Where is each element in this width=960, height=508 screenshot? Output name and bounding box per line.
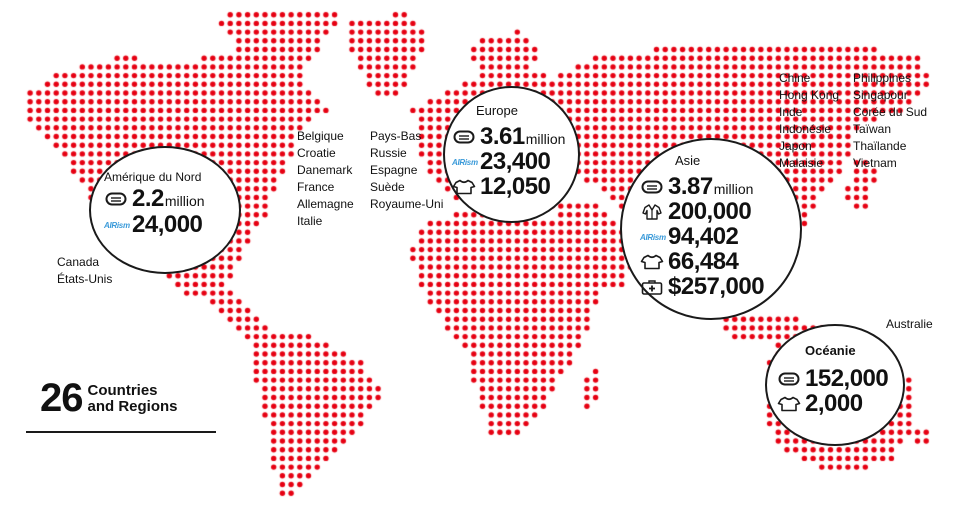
mask-icon: [105, 192, 127, 206]
country-name: Corée du Sud: [853, 105, 928, 119]
clothing-stat: 66,484: [640, 248, 739, 275]
country-name: Vietnam: [853, 156, 897, 170]
country-name: États-Unis: [57, 272, 113, 286]
stat-value: 200,000: [668, 198, 752, 225]
stat-unit: million: [164, 193, 205, 209]
countries-caption: Countries and Regions: [87, 381, 178, 415]
country-name: Allemagne: [297, 197, 354, 211]
country-name: Danemark: [297, 163, 353, 177]
country-name: Croatie: [297, 146, 336, 160]
country-name: Italie: [297, 214, 323, 228]
country-name: Chine: [779, 71, 811, 85]
masks-stat: 3.61 million: [452, 123, 566, 150]
tshirt-icon: [452, 179, 476, 195]
country-name: France: [297, 180, 335, 194]
country-name: Malaisie: [779, 156, 824, 170]
caption-line-2: and Regions: [87, 397, 178, 415]
country-name: Belgique: [297, 129, 344, 143]
country-name: Hong Kong: [779, 88, 840, 102]
stat-unit: million: [525, 131, 566, 147]
mask-icon: [778, 372, 800, 386]
masks-stat: 3.87 million: [640, 173, 754, 200]
stat-value: 66,484: [668, 248, 739, 275]
caption-line-1: Countries: [87, 381, 158, 399]
country-name: Japon: [779, 139, 812, 153]
stat-value: 12,050: [480, 173, 551, 200]
stat-value: $257,000: [668, 273, 765, 300]
stat-value: 3.87: [668, 173, 713, 200]
gowns-stat: 200,000: [640, 198, 752, 225]
stat-value: 2.2: [132, 185, 164, 212]
stat-value: 23,400: [480, 148, 551, 175]
country-name: Suède: [370, 180, 405, 194]
mask-icon: [641, 180, 663, 194]
country-name: Singapour: [853, 88, 908, 102]
stat-unit: million: [713, 181, 754, 197]
bubble-title: Océanie: [805, 343, 856, 358]
country-name: Philippines: [853, 71, 912, 85]
country-name: Royaume-Uni: [370, 197, 444, 211]
airism-stat: AIRism 94,402: [640, 223, 739, 250]
country-name: Thaïlande: [853, 139, 907, 153]
stat-value: 24,000: [132, 211, 203, 238]
stat-value: 2,000: [805, 390, 863, 417]
airism-stat: AIRism 24,000: [104, 211, 203, 238]
airism-logo: AIRism: [640, 232, 666, 242]
countries-count: 26: [40, 376, 83, 420]
country-name: Australie: [886, 317, 933, 331]
masks-stat: 2.2 million: [104, 185, 205, 212]
clothing-stat: 12,050: [452, 173, 551, 200]
countries-headline: 26 Countries and Regions: [40, 376, 178, 421]
airism-stat: AIRism 23,400: [452, 148, 551, 175]
stat-value: 152,000: [805, 365, 889, 392]
country-name: Canada: [57, 255, 100, 269]
funds-stat: $257,000: [640, 273, 765, 300]
country-name: Indonésie: [779, 122, 832, 136]
oceania-country-list: Australie: [886, 316, 933, 333]
country-name: Taïwan: [853, 122, 892, 136]
country-name: Inde: [779, 105, 803, 119]
europe-country-list-col1: Belgique Croatie Danemark France Allemag…: [297, 128, 354, 230]
north-america-country-list: Canada États-Unis: [57, 254, 112, 288]
country-name: Pays-Bas: [370, 129, 422, 143]
bubble-title: Asie: [675, 153, 701, 168]
airism-logo: AIRism: [104, 220, 130, 230]
stat-value: 94,402: [668, 223, 739, 250]
masks-stat: 152,000: [777, 365, 889, 392]
europe-country-list-col2: Pays-Bas Russie Espagne Suède Royaume-Un…: [370, 128, 443, 213]
country-name: Russie: [370, 146, 407, 160]
medical-kit-icon: [641, 280, 663, 295]
north-america-bubble: [89, 146, 241, 274]
asia-country-list-col1: Chine Hong Kong Inde Indonésie Japon Mal…: [779, 70, 839, 172]
tshirt-icon: [640, 254, 664, 270]
country-name: Espagne: [370, 163, 418, 177]
stat-value: 3.61: [480, 123, 525, 150]
mask-icon: [453, 130, 475, 144]
bubble-title: Amérique du Nord: [104, 170, 202, 184]
tshirt-icon: [777, 396, 801, 412]
airism-logo: AIRism: [452, 157, 478, 167]
clothing-stat: 2,000: [777, 390, 863, 417]
bubble-title: Europe: [476, 103, 518, 118]
gown-icon: [642, 204, 662, 220]
headline-underline: [26, 431, 216, 433]
europe-bubble: [443, 86, 580, 223]
asia-bubble: [620, 138, 802, 320]
asia-country-list-col2: Philippines Singapour Corée du Sud Taïwa…: [853, 70, 927, 172]
